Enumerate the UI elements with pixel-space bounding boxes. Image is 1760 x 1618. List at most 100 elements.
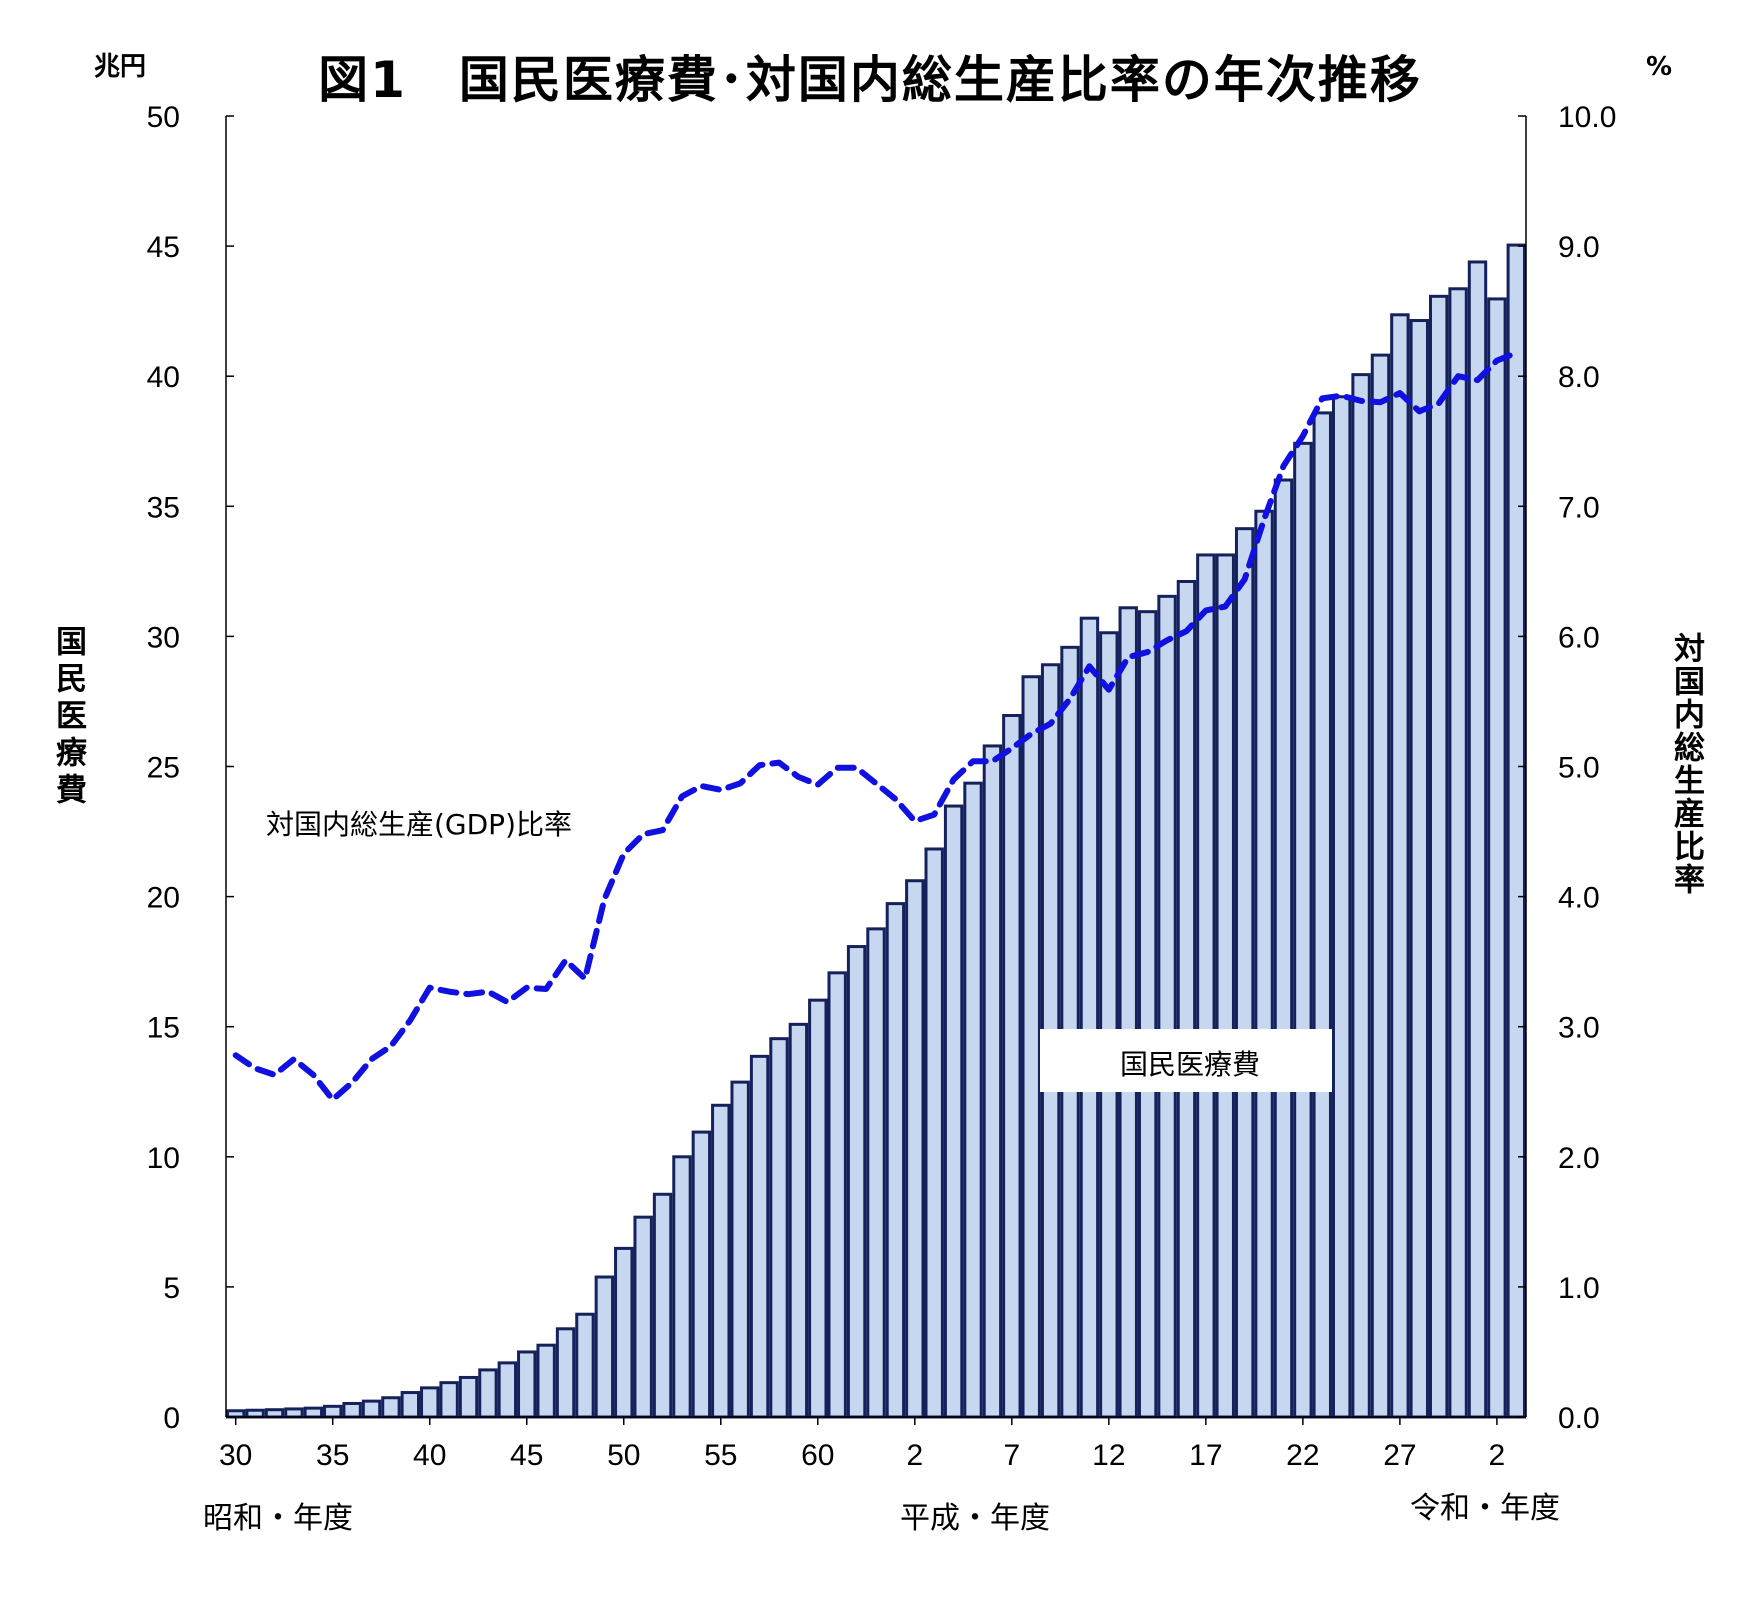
bar-令和元 — [1467, 260, 1488, 1419]
x-tick-label: 2 — [906, 1439, 923, 1472]
bar-平成18 — [1215, 553, 1235, 1419]
bar-昭和62 — [846, 945, 867, 1419]
x-tick-label: 17 — [1189, 1439, 1222, 1472]
bar-昭和52 — [652, 1192, 673, 1419]
bar-昭和44 — [497, 1361, 518, 1419]
bar-昭和37 — [361, 1399, 382, 1419]
bar-昭和42 — [458, 1375, 479, 1419]
bar-昭和51 — [633, 1215, 653, 1419]
bar-平成28 — [1409, 319, 1429, 1419]
era-label-reiwa: 令和・年度 — [1410, 1491, 1560, 1526]
bar-昭和31 — [245, 1408, 265, 1419]
left-axis-label: 国民医療費 — [50, 625, 87, 810]
left-tick-label: 50 — [147, 101, 180, 134]
bar-平成7 — [1002, 714, 1022, 1419]
era-label-showa: 昭和・年度 — [203, 1501, 353, 1536]
chart-title: 図1 国民医療費･対国内総生産比率の年次推移 — [318, 51, 1422, 109]
bar-昭和47 — [555, 1327, 576, 1419]
bar-平成27 — [1390, 313, 1410, 1419]
right-tick-label: 1.0 — [1558, 1272, 1600, 1305]
bar-平成29 — [1428, 294, 1449, 1419]
bar-昭和32 — [264, 1408, 285, 1419]
x-tick-label: 30 — [219, 1439, 252, 1472]
right-tick-label: 8.0 — [1558, 361, 1600, 394]
bar-平成12 — [1099, 631, 1119, 1419]
bar-昭和36 — [342, 1401, 362, 1419]
bar-昭和60 — [808, 998, 828, 1419]
bar-平成24 — [1331, 395, 1352, 1419]
x-tick-label: 60 — [801, 1439, 834, 1472]
x-tick-label: 55 — [704, 1439, 737, 1472]
bar-昭和41 — [439, 1381, 459, 1419]
left-tick-label: 35 — [147, 491, 180, 524]
right-tick-label: 10.0 — [1558, 101, 1616, 134]
nme-annotation-box — [1040, 1029, 1332, 1092]
left-tick-label: 10 — [147, 1142, 180, 1175]
bar-昭和38 — [381, 1396, 401, 1419]
bar-昭和35 — [323, 1404, 343, 1419]
bar-平成25 — [1351, 373, 1371, 1419]
bar-昭和49 — [594, 1275, 615, 1419]
right-tick-label: 0.0 — [1558, 1402, 1600, 1435]
left-tick-label: 30 — [147, 621, 180, 654]
right-tick-label: 9.0 — [1558, 231, 1600, 264]
x-tick-label: 40 — [413, 1439, 446, 1472]
bar-昭和33 — [284, 1407, 304, 1419]
left-axis-unit: 兆円 — [94, 52, 146, 82]
bar-平成2 — [905, 879, 925, 1419]
right-tick-label: 4.0 — [1558, 882, 1600, 915]
bar-昭和34 — [303, 1406, 324, 1419]
bar-昭和30 — [226, 1409, 246, 1419]
bar-平成11 — [1079, 616, 1100, 1419]
left-tick-label: 40 — [147, 361, 180, 394]
x-tick-label: 27 — [1383, 1439, 1416, 1472]
left-tick-label: 25 — [147, 752, 180, 785]
x-tick-label: 50 — [607, 1439, 640, 1472]
bar-昭和61 — [827, 971, 847, 1419]
bar-平成13 — [1118, 606, 1138, 1419]
gdp-ratio-annotation: 対国内総生産(GDP)比率 — [266, 808, 572, 841]
bar-昭和63 — [866, 927, 886, 1419]
right-tick-label: 6.0 — [1558, 621, 1600, 654]
bar-平成8 — [1021, 675, 1041, 1419]
x-tick-label: 2 — [1489, 1439, 1506, 1472]
bar-平成23 — [1312, 411, 1332, 1419]
x-tick-label: 35 — [316, 1439, 349, 1472]
right-tick-label: 3.0 — [1558, 1012, 1600, 1045]
bar-昭和45 — [517, 1350, 537, 1419]
bar-昭和53 — [672, 1155, 692, 1419]
x-tick-label: 22 — [1286, 1439, 1319, 1472]
bar-平成26 — [1370, 353, 1391, 1419]
bar-平成30 — [1448, 287, 1468, 1419]
x-tick-label: 45 — [510, 1439, 543, 1472]
bar-平成16 — [1176, 579, 1197, 1419]
bar-平成15 — [1157, 594, 1177, 1419]
bar-令和3 — [1506, 243, 1527, 1419]
bar-平成19 — [1234, 527, 1255, 1419]
bar-平成元 — [885, 902, 906, 1419]
bar-昭和57 — [749, 1054, 770, 1419]
bar-平成20 — [1254, 509, 1274, 1419]
bar-昭和40 — [420, 1386, 440, 1419]
bar-平成4 — [943, 804, 964, 1419]
left-tick-label: 20 — [147, 882, 180, 915]
bar-平成6 — [982, 744, 1003, 1419]
bar-平成21 — [1273, 478, 1294, 1419]
left-tick-label: 0 — [163, 1402, 180, 1435]
nme-annotation: 国民医療費 — [1120, 1048, 1260, 1081]
bar-平成14 — [1137, 610, 1158, 1419]
left-tick-label: 45 — [147, 231, 180, 264]
bar-昭和46 — [536, 1343, 556, 1419]
gdp-ratio-line — [232, 349, 1520, 1103]
bar-昭和58 — [769, 1037, 789, 1419]
right-axis-label: 対国内総生産比率 — [1668, 632, 1705, 896]
era-label-heisei: 平成・年度 — [900, 1501, 1050, 1536]
bar-平成3 — [924, 847, 944, 1419]
axis-ticks: 0 5 10 15 20 25 30 35 40 45 50 0.0 1.0 2.0 3.0 4.0 5.0 6.… — [147, 101, 1617, 1472]
bar-平成17 — [1196, 553, 1216, 1419]
bar-令和2 — [1487, 297, 1507, 1419]
x-tick-label: 7 — [1003, 1439, 1020, 1472]
bar-昭和48 — [575, 1312, 595, 1419]
bar-昭和59 — [788, 1022, 809, 1419]
